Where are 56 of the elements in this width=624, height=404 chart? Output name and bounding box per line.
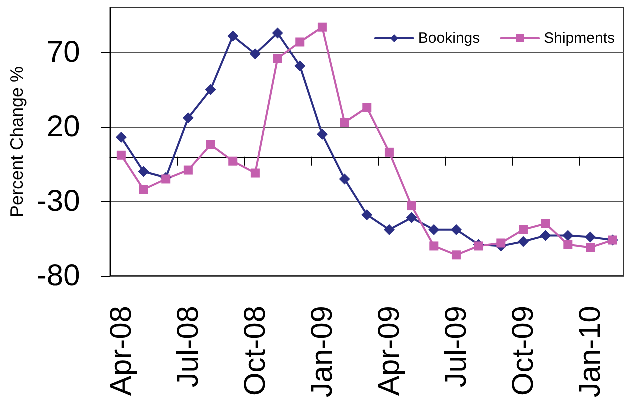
point <box>250 48 261 60</box>
point <box>228 156 238 166</box>
y-tick-label: 20 <box>46 110 80 144</box>
point <box>452 250 461 260</box>
point <box>384 224 395 236</box>
x-tick-label: Apr-09 <box>372 306 406 396</box>
y-tick-label: -80 <box>36 260 80 292</box>
point <box>339 174 350 185</box>
point <box>384 148 394 157</box>
point <box>139 185 148 194</box>
legend-label: Shipments <box>544 30 616 47</box>
point <box>406 212 418 224</box>
x-tick-label: Jan-09 <box>306 306 339 398</box>
point <box>584 232 596 243</box>
x-tick-label: Apr-08 <box>104 306 138 396</box>
point <box>496 238 506 248</box>
point <box>518 225 528 234</box>
point <box>116 150 126 160</box>
point <box>228 30 239 42</box>
point <box>540 230 552 242</box>
point <box>586 243 595 252</box>
point <box>116 132 127 144</box>
point <box>362 209 373 220</box>
x-tick-label: Oct-08 <box>238 306 272 396</box>
point <box>296 38 305 47</box>
point <box>316 129 328 140</box>
point <box>407 202 416 211</box>
point <box>182 112 194 124</box>
x-tick-label: Jan-10 <box>574 306 607 398</box>
x-tick-label: Jul-09 <box>440 306 473 388</box>
point <box>294 60 306 72</box>
point <box>205 84 216 96</box>
y-axis-title: Percent Change % <box>7 66 27 218</box>
y-tick-label: -30 <box>36 185 80 218</box>
point <box>541 219 550 228</box>
point <box>564 240 573 250</box>
point <box>562 230 574 242</box>
point <box>518 236 529 248</box>
point <box>162 174 171 184</box>
y-tick-label: 70 <box>46 36 80 70</box>
point <box>362 103 372 112</box>
x-tick-label: Oct-09 <box>506 306 540 396</box>
point <box>474 242 484 251</box>
point <box>184 166 193 175</box>
point <box>340 118 350 128</box>
x-tick-label: Jul-08 <box>172 306 205 388</box>
point <box>250 168 260 178</box>
point <box>138 166 150 178</box>
point <box>450 224 462 236</box>
point <box>428 224 440 236</box>
point <box>318 22 327 32</box>
point <box>273 54 282 64</box>
point <box>272 28 284 39</box>
legend-label: Bookings <box>418 30 480 47</box>
point <box>430 242 439 251</box>
point <box>206 140 216 150</box>
